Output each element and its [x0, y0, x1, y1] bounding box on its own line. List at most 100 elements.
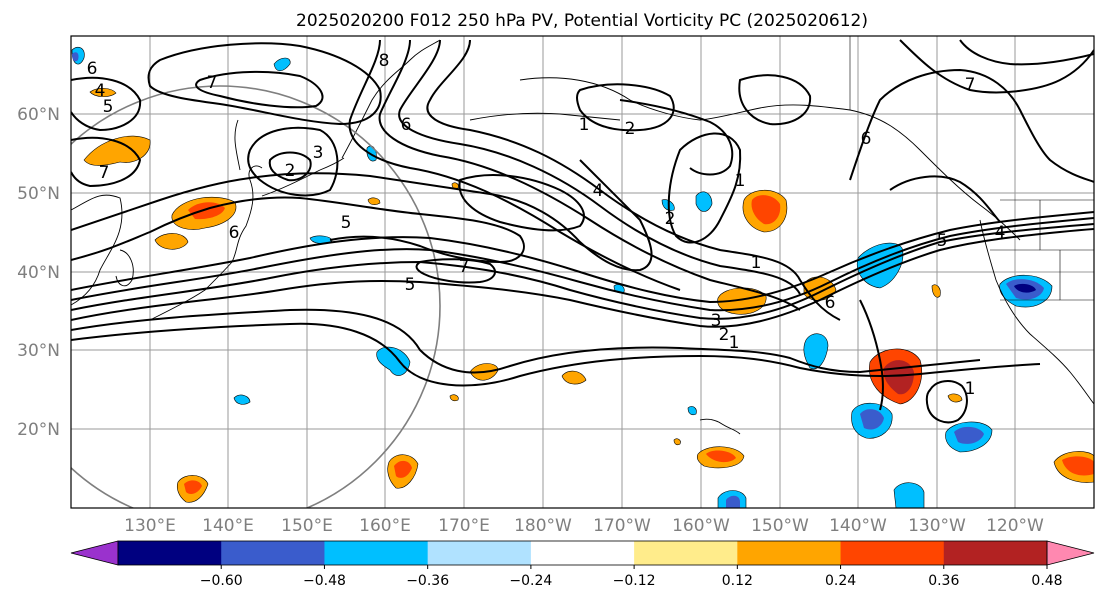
pv-contour — [619, 99, 734, 176]
pv-contour — [71, 76, 142, 131]
latitude-labels: 60°N 50°N 40°N 30°N 20°N — [17, 105, 60, 440]
positive-anomaly — [1053, 451, 1094, 483]
pv-contour — [415, 258, 496, 284]
figure-title: 2025020200 F012 250 hPa PV, Potential Vo… — [296, 11, 868, 31]
lat-label: 40°N — [17, 263, 60, 283]
colorbar-tick-label: 0.36 — [928, 573, 959, 589]
pv-contour — [398, 39, 801, 295]
contour-label: 4 — [95, 81, 106, 101]
lon-label: 130°E — [124, 516, 176, 536]
contour-label: 1 — [751, 253, 762, 273]
colorbar-frame — [117, 540, 1048, 566]
pv-contour — [71, 223, 1094, 320]
pv-contour — [738, 74, 812, 126]
contour-label: 1 — [735, 171, 746, 191]
coastline-korea — [115, 249, 134, 287]
negative-anomaly — [695, 191, 713, 212]
pv-contour — [859, 299, 884, 411]
colorbar-bin — [324, 541, 429, 565]
colorbar-extend-max — [1046, 540, 1095, 566]
pv-contour — [71, 211, 1094, 303]
pv-contour — [426, 39, 841, 321]
contour-label: 6 — [825, 293, 836, 313]
negative-anomaly — [687, 406, 697, 416]
pv-contours — [71, 39, 1094, 424]
contour-label: 5 — [937, 231, 948, 251]
positive-anomaly — [387, 454, 419, 489]
pv-contour — [247, 126, 339, 197]
lon-label: 120°W — [986, 516, 1044, 536]
pv-contour — [849, 69, 1094, 183]
positive-anomaly — [673, 438, 681, 446]
contour-label: 3 — [313, 143, 324, 163]
contour-label: 2 — [625, 119, 636, 139]
contour-label: 2 — [719, 325, 730, 345]
coastline-hawaii — [699, 418, 741, 435]
positive-anomaly — [154, 233, 189, 250]
lon-label: 170°E — [438, 516, 490, 536]
colorbar: −0.60 −0.48 −0.36 −0.24 −0.12 0.12 0.24 0.36 0.4… — [70, 540, 1095, 589]
pv-contour — [71, 159, 653, 272]
colorbar-tick-label: 0.48 — [1031, 573, 1062, 589]
positive-anomaly — [176, 475, 209, 503]
contour-label: 7 — [99, 163, 110, 183]
colorbar-extend-min — [70, 540, 119, 566]
lon-label: 140°W — [829, 516, 887, 536]
negative-anomaly — [945, 421, 993, 453]
pv-contour — [925, 380, 968, 424]
contour-label: 1 — [579, 115, 590, 135]
pv-contour — [458, 174, 585, 232]
pv-contour — [378, 39, 801, 311]
contour-label: 7 — [207, 73, 218, 93]
lat-label: 50°N — [17, 184, 60, 204]
pv-contour — [147, 42, 382, 125]
negative-anomaly — [309, 235, 333, 244]
pv-contour — [268, 151, 312, 182]
contour-label: 8 — [379, 51, 390, 71]
coastline-sakhalin — [234, 119, 241, 171]
pv-contour — [71, 136, 141, 187]
map-panel: 7 5 4 6 3 2 8 1 6 2 5 7 6 4 5 1 2 1 7 3 — [70, 35, 1095, 509]
colorbar-bin — [634, 541, 738, 565]
coastline-aleutians — [469, 112, 621, 121]
contour-label: 5 — [341, 213, 352, 233]
contour-label: 7 — [459, 257, 470, 277]
contour-label: 6 — [229, 223, 240, 243]
negative-anomaly — [717, 490, 747, 508]
pv-contour — [71, 217, 1094, 312]
contour-label: 1 — [965, 379, 976, 399]
contour-label: 6 — [861, 129, 872, 149]
positive-anomaly — [931, 284, 941, 298]
contour-label: 1 — [729, 333, 740, 353]
lon-label: 160°W — [672, 516, 730, 536]
positive-anomaly — [449, 394, 459, 402]
colorbar-tick-label: −0.60 — [200, 573, 243, 589]
colorbar-bin — [530, 541, 635, 565]
contour-label: 5 — [405, 275, 416, 295]
positive-anomaly — [742, 189, 788, 233]
contour-label: 2 — [665, 209, 676, 229]
coastline-north-america — [979, 219, 1094, 405]
coastline-alaska — [519, 77, 1021, 241]
colorbar-bin — [221, 541, 325, 565]
ring-circle — [71, 85, 441, 508]
lat-label: 60°N — [17, 105, 60, 125]
colorbar-tick-label: −0.48 — [303, 573, 346, 589]
lon-label: 150°W — [751, 516, 809, 536]
map-frame — [70, 35, 1095, 509]
negative-anomaly — [851, 402, 893, 439]
colorbar-tick-label: −0.36 — [406, 573, 449, 589]
negative-anomaly — [71, 46, 85, 65]
pv-contour — [959, 39, 1094, 66]
pv-contour — [889, 175, 1001, 223]
lon-label: 150°E — [281, 516, 333, 536]
pv-contour — [71, 228, 1094, 328]
negative-anomaly — [376, 346, 411, 376]
pv-contour — [195, 70, 324, 109]
pv-contour — [71, 322, 1041, 387]
colorbar-bin — [840, 541, 945, 565]
longitude-labels: 130°E 140°E 150°E 160°E 170°E 180°W 170°… — [124, 516, 1044, 536]
positive-anomaly — [947, 393, 963, 403]
contour-label: 7 — [965, 75, 976, 95]
contour-label: 3 — [711, 311, 722, 331]
